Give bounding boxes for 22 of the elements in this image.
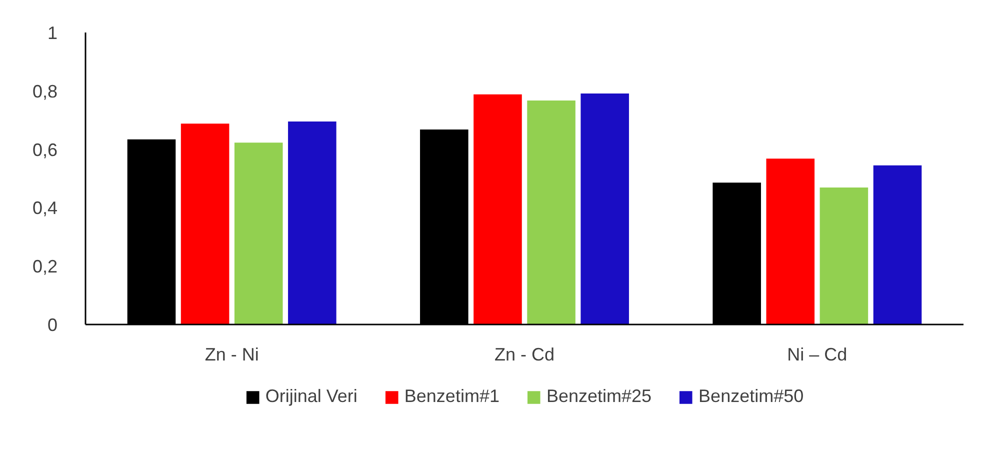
bar (873, 165, 922, 324)
y-tick-label: 1 (47, 23, 58, 43)
bar (234, 142, 283, 324)
bar (288, 122, 336, 324)
x-tick-label: Ni – Cd (787, 344, 848, 364)
bar (180, 124, 230, 324)
y-tick-label: 0 (47, 315, 58, 335)
y-tick-label: 0,4 (32, 198, 58, 218)
bar (474, 94, 522, 324)
legend-label: Benzetim#1 (404, 386, 500, 407)
legend-label: Benzetim#25 (546, 386, 652, 407)
bar (766, 158, 815, 324)
bar (527, 100, 576, 324)
bar (820, 188, 868, 324)
x-tick-label: Zn - Cd (494, 344, 555, 364)
y-tick-label: 0,8 (32, 81, 58, 102)
y-tick-label: 0,6 (32, 140, 58, 160)
legend-label: Orijinal Veri (265, 386, 358, 407)
y-tick-label: 0,2 (32, 256, 58, 277)
bar (580, 94, 629, 324)
x-tick-label: Zn - Ni (204, 344, 259, 364)
legend-label: Benzetim#50 (698, 386, 804, 407)
